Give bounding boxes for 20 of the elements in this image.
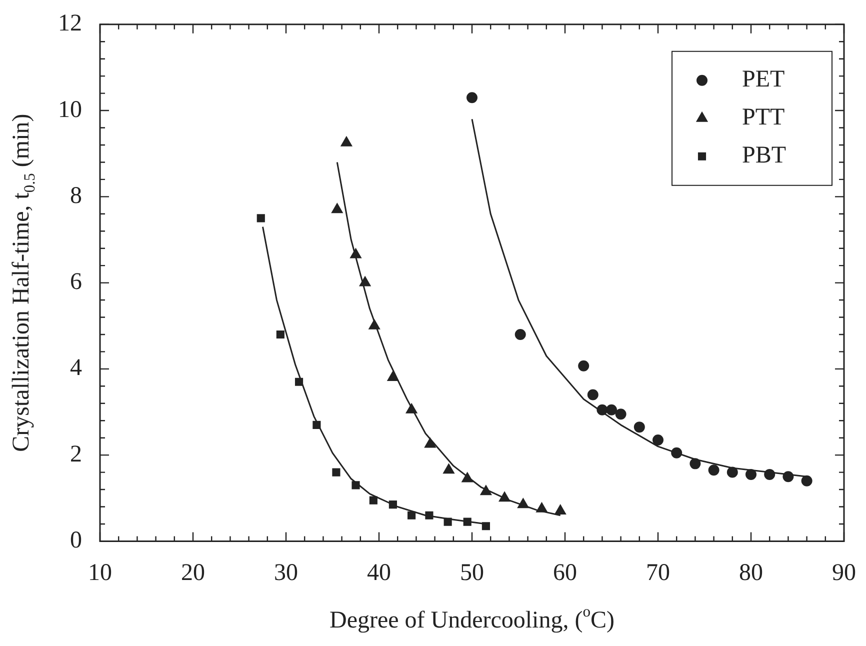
y-tick-label: 0 (70, 527, 82, 554)
y-tick-label: 10 (58, 96, 82, 123)
y-tick-label: 6 (70, 269, 82, 296)
y-tick-label: 2 (70, 441, 82, 468)
x-tick-label: 60 (553, 560, 577, 586)
y-tick-label: 8 (70, 182, 82, 209)
x-tick-label: 30 (274, 560, 298, 586)
x-tick-label: 70 (646, 560, 670, 586)
x-tick-label: 90 (832, 560, 856, 586)
y-axis-title: Crystallization Half-time, t0.5 (min) (8, 114, 38, 452)
x-tick-label: 50 (460, 560, 484, 586)
x-tick-label: 10 (88, 560, 112, 586)
legend-label: PBT (742, 142, 786, 169)
x-tick-label: 40 (367, 560, 391, 586)
x-tick-label: 20 (181, 560, 205, 586)
legend-label: PET (742, 66, 786, 93)
y-tick-label: 12 (58, 10, 82, 37)
legend-label: PTT (742, 104, 786, 131)
x-tick-label: 80 (739, 560, 763, 586)
y-tick-label: 4 (70, 355, 82, 382)
